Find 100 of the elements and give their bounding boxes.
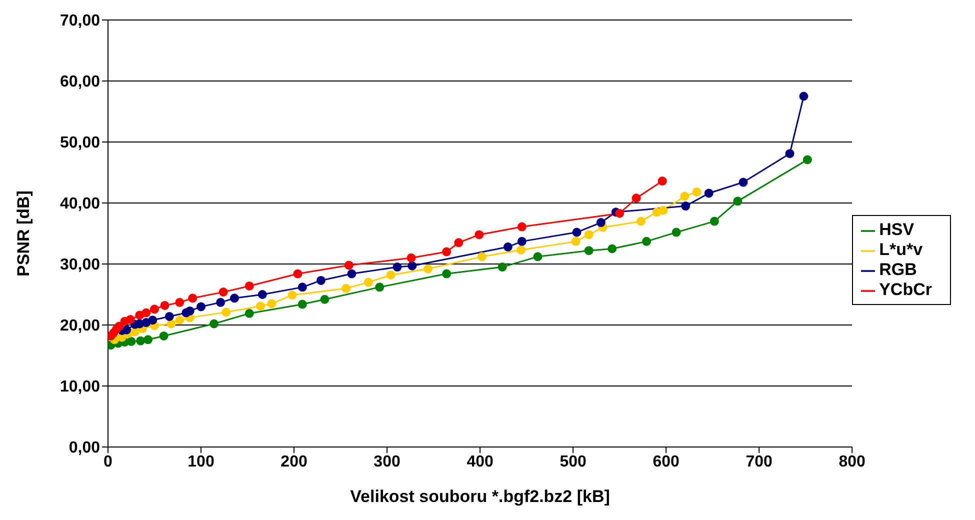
point <box>150 304 160 314</box>
point <box>175 298 184 307</box>
point <box>244 308 254 318</box>
point <box>785 149 794 158</box>
y-axis-title: PSNR [dB] <box>14 190 34 276</box>
point <box>126 315 135 324</box>
y-tick-label: 10,00 <box>60 378 100 396</box>
point <box>222 308 231 317</box>
point <box>516 245 526 254</box>
point <box>142 308 151 318</box>
point <box>802 155 812 164</box>
point <box>364 278 373 287</box>
point <box>474 230 484 240</box>
point <box>584 230 594 240</box>
point <box>288 290 297 300</box>
point <box>572 228 582 237</box>
x-tick-label: 700 <box>746 453 773 470</box>
point <box>230 294 239 303</box>
point <box>498 262 507 272</box>
point <box>799 92 808 101</box>
point <box>386 270 396 280</box>
point <box>347 269 356 278</box>
point <box>533 252 542 262</box>
point <box>692 188 702 197</box>
point <box>681 202 690 211</box>
point <box>216 298 226 307</box>
point <box>342 284 351 293</box>
point <box>196 302 206 312</box>
point <box>218 288 228 297</box>
point <box>442 247 452 256</box>
x-tick-label: 400 <box>466 453 494 470</box>
point <box>406 253 416 262</box>
point <box>704 188 714 198</box>
point <box>293 269 302 278</box>
point <box>320 294 330 304</box>
x-axis-title: Velikost souboru *.bgf2.bz2 [kB] <box>350 487 610 506</box>
point <box>454 238 464 248</box>
x-tick-label: 600 <box>652 453 680 470</box>
point <box>680 192 690 201</box>
x-tick-label: 100 <box>188 453 214 470</box>
point <box>733 196 742 206</box>
point <box>615 208 624 218</box>
point <box>375 282 384 292</box>
point <box>185 306 194 316</box>
point <box>672 228 681 237</box>
x-tick-label: 0 <box>104 453 113 470</box>
point <box>408 261 417 270</box>
point <box>571 236 580 246</box>
y-tick-label: 60,00 <box>60 74 100 91</box>
y-tick-label: 70,00 <box>60 12 100 30</box>
point <box>344 260 354 270</box>
y-tick-label: 30,00 <box>60 256 100 274</box>
point <box>658 206 668 215</box>
y-tick-label: 50,00 <box>60 134 100 152</box>
point <box>210 319 219 328</box>
legend-label: RGB <box>879 260 917 279</box>
point <box>316 276 326 285</box>
point <box>136 336 146 346</box>
point <box>244 281 254 290</box>
y-tick-label: 40,00 <box>60 196 100 213</box>
point <box>256 302 266 311</box>
point <box>608 244 617 254</box>
point <box>584 246 594 256</box>
point <box>143 335 152 344</box>
point <box>298 282 307 292</box>
point <box>258 290 267 299</box>
legend-label: YCbCr <box>879 280 932 299</box>
point <box>392 262 402 272</box>
y-tick-label: 20,00 <box>60 318 100 335</box>
point <box>503 242 512 252</box>
point <box>114 322 124 331</box>
point <box>188 294 198 303</box>
point <box>160 300 170 310</box>
point <box>738 178 748 187</box>
point <box>632 194 641 203</box>
point <box>442 269 452 278</box>
point <box>658 176 667 186</box>
point <box>477 252 486 262</box>
point <box>596 218 606 228</box>
point <box>126 336 136 346</box>
legend-label: L*u*v <box>879 240 923 259</box>
x-tick-label: 200 <box>280 453 308 470</box>
point <box>710 216 719 226</box>
point <box>267 299 276 308</box>
point <box>175 316 184 325</box>
point <box>517 222 526 232</box>
point <box>636 216 646 226</box>
point <box>148 316 158 325</box>
x-tick-label: 800 <box>838 453 866 470</box>
y-tick-label: 0,00 <box>68 440 100 457</box>
point <box>164 312 174 321</box>
point <box>642 236 652 246</box>
legend-label: HSV <box>879 220 914 239</box>
point <box>166 319 176 328</box>
x-tick-label: 300 <box>374 453 400 470</box>
point <box>298 300 307 309</box>
point <box>159 331 168 340</box>
point <box>517 236 526 246</box>
x-tick-label: 500 <box>560 453 587 470</box>
point <box>423 264 432 274</box>
